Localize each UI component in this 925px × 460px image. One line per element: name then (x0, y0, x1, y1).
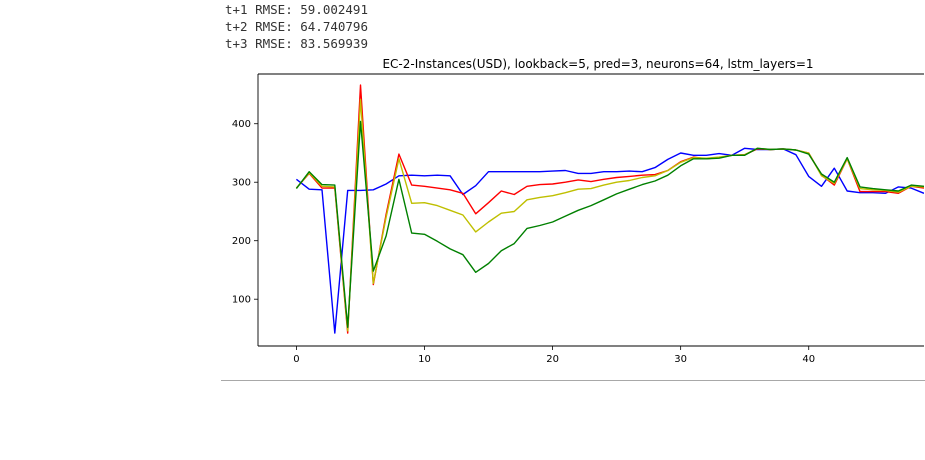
y-tick-label: 300 (232, 178, 251, 189)
cell-divider (221, 380, 925, 381)
series-line-3 (295, 98, 924, 332)
x-tick-label: 40 (802, 354, 815, 365)
x-tick-label: 10 (418, 354, 431, 365)
series-line-1 (295, 147, 924, 334)
rmse-line-t3: t+3 RMSE: 83.569939 (225, 36, 368, 51)
x-tick-label: 0 (293, 354, 299, 365)
x-tick-label: 30 (674, 354, 687, 365)
rmse-line-t1: t+1 RMSE: 59.002491 (225, 2, 368, 17)
rmse-line-t2: t+2 RMSE: 64.740796 (225, 19, 368, 34)
series-line-2 (295, 84, 924, 334)
y-tick-label: 200 (232, 236, 251, 247)
series-line-4 (295, 120, 924, 328)
y-tick-label: 400 (232, 119, 251, 130)
x-tick-label: 20 (546, 354, 559, 365)
chart-title: EC-2-Instances(USD), lookback=5, pred=3,… (382, 57, 813, 71)
y-tick-label: 100 (232, 295, 251, 306)
console-output: t+1 RMSE: 59.002491 t+2 RMSE: 64.740796 … (225, 1, 368, 52)
